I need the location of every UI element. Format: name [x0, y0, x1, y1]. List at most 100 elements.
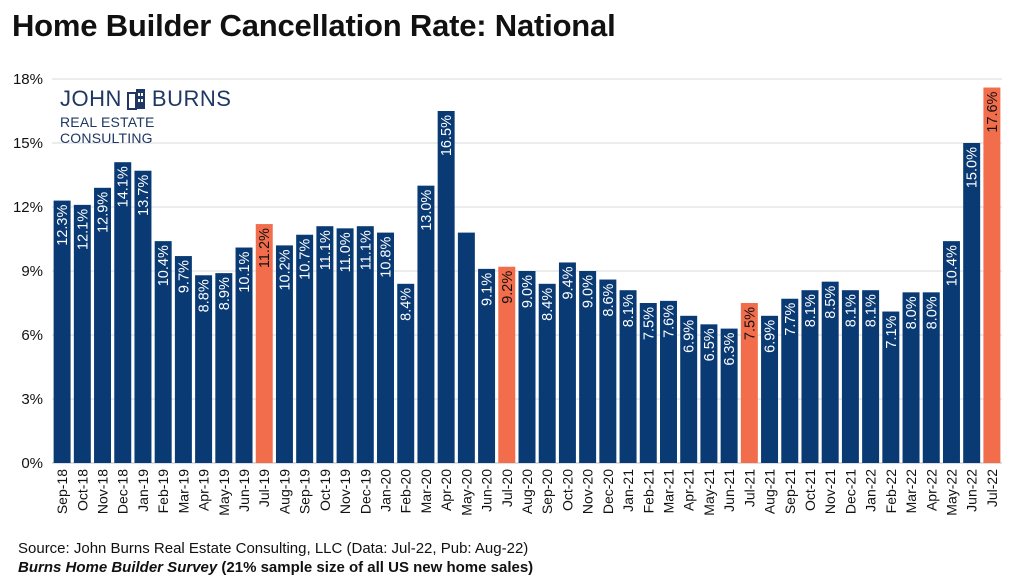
- data-label: 8.1%: [621, 294, 637, 327]
- x-axis-ticks: Sep-18 Oct-18 Nov-18 Dec-18 Jan-19 Feb-19 Mar-…: [54, 469, 1000, 516]
- bar-Aug-20: [518, 271, 536, 463]
- x-tick-label: Jul-19: [256, 469, 272, 507]
- data-label: 6.9%: [682, 320, 698, 353]
- y-axis-ticks: 0% 3% 6% 9% 12% 15% 18%: [13, 71, 43, 472]
- bar-Sep-20: [538, 283, 556, 463]
- bar-Mar-20: [417, 185, 435, 463]
- bar-Jul-22: [983, 87, 1001, 464]
- bar-Nov-20: [579, 271, 597, 463]
- data-label: 17.6%: [985, 91, 1001, 132]
- bar-Jun-20: [478, 268, 496, 463]
- x-tick-label: Aug-21: [762, 469, 778, 514]
- bar-Sep-18: [53, 200, 71, 463]
- data-label: 8.0%: [904, 296, 920, 329]
- bar-Jan-22: [862, 290, 880, 463]
- bar-Jun-19: [235, 247, 253, 463]
- x-tick-label: May-20: [458, 469, 474, 516]
- logo-name-right: BURNS: [151, 86, 232, 111]
- bar-Feb-21: [639, 303, 657, 463]
- x-tick-label: Feb-20: [398, 469, 414, 514]
- data-label: 10.4%: [944, 245, 960, 286]
- data-label: 10.1%: [237, 251, 253, 292]
- x-tick-label: May-19: [216, 469, 232, 516]
- bar-Feb-22: [882, 311, 900, 463]
- bar-Aug-21: [761, 315, 779, 463]
- bar-Oct-19: [316, 226, 334, 463]
- x-tick-label: Oct-18: [74, 469, 90, 511]
- data-label: 10.4%: [156, 245, 172, 286]
- building-icon: [126, 89, 145, 110]
- x-tick-label: Aug-20: [519, 469, 535, 514]
- x-tick-label: May-22: [943, 469, 959, 516]
- bar-Oct-21: [801, 290, 819, 463]
- x-tick-label: Jun-22: [964, 469, 980, 512]
- data-label: 8.5%: [823, 286, 839, 319]
- data-label: 6.9%: [763, 320, 779, 353]
- data-label: 6.3%: [722, 333, 738, 366]
- x-tick-label: Jul-21: [741, 469, 757, 507]
- x-tick-label: Feb-21: [640, 469, 656, 514]
- data-label: 8.0%: [924, 296, 940, 329]
- bars: [53, 87, 1001, 464]
- data-label: 14.1%: [116, 166, 132, 207]
- x-tick-label: Oct-20: [559, 469, 575, 511]
- bar-Sep-19: [296, 234, 314, 463]
- bar-May-22: [942, 241, 960, 463]
- y-tick-label: 12%: [13, 199, 43, 216]
- x-tick-label: Mar-19: [175, 469, 191, 514]
- data-label: 16.5%: [439, 115, 455, 156]
- bar-Jun-22: [963, 143, 981, 463]
- data-label: 15.0%: [965, 147, 981, 188]
- data-label: 8.4%: [540, 288, 556, 321]
- x-tick-label: Sep-18: [54, 469, 70, 514]
- x-tick-label: Feb-22: [883, 469, 899, 514]
- x-tick-label: Feb-19: [155, 469, 171, 514]
- x-tick-label: Apr-22: [923, 469, 939, 511]
- x-tick-label: Jun-19: [236, 469, 252, 512]
- survey-name: Burns Home Builder Survey: [18, 559, 218, 576]
- y-tick-label: 18%: [13, 71, 43, 88]
- x-tick-label: Nov-18: [95, 469, 111, 514]
- x-tick-label: Dec-18: [115, 469, 131, 514]
- data-label: 7.1%: [884, 315, 900, 348]
- data-label: 11.0%: [338, 232, 354, 272]
- chart-title: Home Builder Cancellation Rate: National: [12, 8, 616, 43]
- data-label: 7.7%: [783, 303, 799, 336]
- bar-Jul-20: [498, 266, 516, 463]
- source-note: Source: John Burns Real Estate Consultin…: [18, 540, 529, 557]
- x-tick-label: Jul-22: [984, 469, 1000, 507]
- data-label: 13.7%: [136, 175, 152, 216]
- bar-Mar-19: [174, 256, 192, 463]
- bar-Jun-21: [720, 328, 738, 463]
- bar-Oct-18: [73, 204, 91, 463]
- bar-May-19: [215, 273, 233, 463]
- bar-Mar-22: [902, 292, 920, 463]
- data-label: 8.1%: [803, 294, 819, 327]
- bar-Jul-19: [255, 224, 273, 463]
- x-tick-label: Jan-22: [863, 469, 879, 512]
- x-tick-label: Apr-21: [681, 469, 697, 511]
- x-tick-label: Nov-21: [822, 469, 838, 514]
- x-tick-label: Jul-20: [499, 469, 515, 507]
- y-tick-label: 3%: [21, 391, 43, 408]
- x-tick-label: Jan-21: [620, 469, 636, 512]
- bar-Dec-20: [599, 279, 617, 463]
- data-label: 9.1%: [480, 273, 496, 306]
- data-label: 7.5%: [742, 307, 758, 340]
- x-tick-label: Aug-19: [276, 469, 292, 514]
- x-tick-label: Sep-19: [297, 469, 313, 514]
- x-tick-label: Mar-20: [418, 469, 434, 514]
- data-label: 11.1%: [358, 230, 374, 270]
- logo-subtitle: REAL ESTATE CONSULTING: [60, 114, 155, 146]
- x-tick-label: Oct-21: [802, 469, 818, 511]
- data-labels: 12.3% 12.1% 12.9%14.1% 13.7%10.4% 9.7%8.8% 8.…: [55, 91, 1001, 365]
- x-tick-label: Sep-20: [539, 469, 555, 514]
- bar-Apr-20: [437, 111, 455, 463]
- logo-wordmark: JOHN BURNS: [60, 86, 250, 112]
- bar-Nov-21: [821, 281, 839, 463]
- bar-Dec-19: [356, 226, 374, 463]
- data-label: 7.5%: [641, 307, 657, 340]
- bar-Apr-21: [680, 315, 698, 463]
- x-tick-label: Apr-20: [438, 469, 454, 511]
- bar-May-20: [457, 232, 475, 463]
